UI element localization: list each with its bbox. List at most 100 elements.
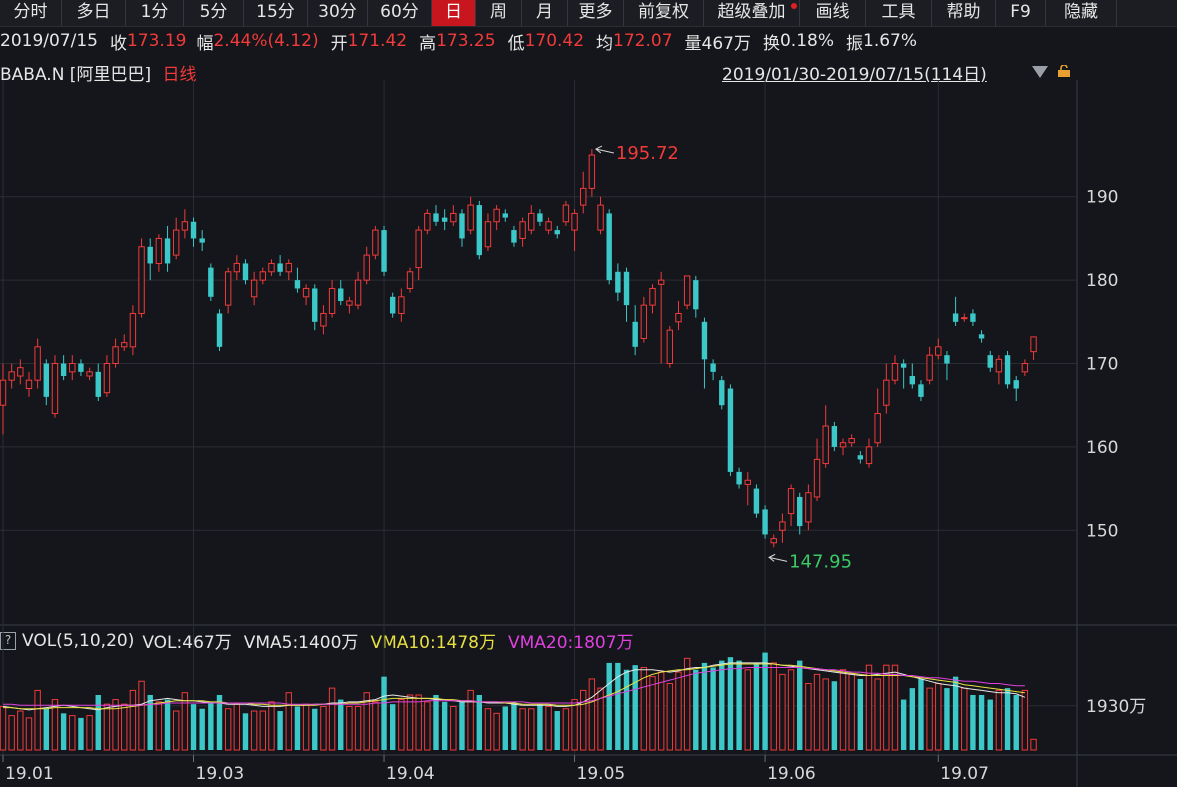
volume-bar bbox=[511, 701, 517, 750]
candle-body bbox=[926, 354, 933, 381]
low-label: 低 bbox=[507, 33, 525, 54]
candle-body bbox=[78, 363, 84, 372]
candle-body bbox=[900, 363, 907, 368]
amplitude-label: 振 bbox=[846, 33, 863, 54]
volume-indicator-header: ? VOL(5,10,20) VOL:467万 VMA5:1400万 VMA10… bbox=[0, 628, 634, 653]
volume-bar bbox=[952, 676, 959, 750]
tab-5[interactable]: 30分 bbox=[308, 0, 368, 26]
vma5-value: VMA5:1400万 bbox=[243, 633, 359, 653]
candle-body bbox=[632, 321, 638, 347]
tab-11[interactable]: 前复权 bbox=[624, 0, 704, 26]
date-tick-label: 19.05 bbox=[577, 764, 626, 784]
volume-bar bbox=[8, 715, 15, 751]
extreme-price-label: 195.72 bbox=[616, 143, 679, 164]
candle-body bbox=[250, 279, 258, 298]
candle-body bbox=[390, 296, 396, 314]
volume-bar bbox=[831, 681, 838, 750]
tab-17[interactable]: 隐藏 bbox=[1046, 0, 1117, 26]
tab-0[interactable]: 分时 bbox=[0, 0, 62, 26]
tab-6[interactable]: 60分 bbox=[368, 0, 432, 26]
quote-date: 2019/07/15 bbox=[0, 31, 98, 51]
volume-bar bbox=[883, 664, 890, 751]
candle-body bbox=[762, 509, 768, 535]
candle-body bbox=[865, 446, 873, 465]
date-range-selector[interactable]: 2019/01/30-2019/07/15(114日) bbox=[722, 65, 987, 85]
candle-body bbox=[502, 213, 508, 218]
candle-body bbox=[8, 371, 15, 381]
candle-body bbox=[138, 246, 145, 314]
tab-10[interactable]: 更多 bbox=[568, 0, 624, 26]
candle-body bbox=[571, 212, 578, 231]
candle-body bbox=[190, 221, 197, 239]
range-dropdown-icon[interactable] bbox=[1032, 66, 1048, 78]
volume-bar bbox=[0, 705, 7, 751]
volume-bar bbox=[701, 662, 708, 750]
volume-bar bbox=[874, 678, 881, 751]
candle-body bbox=[935, 346, 942, 356]
date-tick-label: 19.03 bbox=[196, 764, 245, 784]
candle-body bbox=[147, 246, 153, 264]
tab-13[interactable]: 画线 bbox=[800, 0, 866, 26]
tab-7[interactable]: 日 bbox=[432, 0, 476, 26]
candle-body bbox=[995, 358, 1003, 373]
candle-body bbox=[970, 313, 976, 322]
volume-bar bbox=[623, 669, 630, 750]
volume-bar bbox=[103, 703, 111, 751]
volume-bar bbox=[571, 699, 578, 751]
candle-body bbox=[831, 426, 838, 447]
candle-body bbox=[1004, 355, 1011, 385]
volume-bar bbox=[155, 701, 163, 751]
candle-body bbox=[285, 262, 292, 273]
tab-14[interactable]: 工具 bbox=[866, 0, 932, 26]
volume-bar bbox=[467, 689, 474, 751]
volume-bar bbox=[797, 660, 803, 750]
candle-body bbox=[493, 208, 500, 223]
volume-bar bbox=[363, 692, 370, 751]
tab-2[interactable]: 1分 bbox=[126, 0, 184, 26]
tab-16[interactable]: F9 bbox=[996, 0, 1046, 26]
candle-body bbox=[891, 363, 899, 381]
close-value: 173.19 bbox=[126, 31, 187, 51]
candle-body bbox=[34, 346, 41, 381]
price-tick-label: 150 bbox=[1086, 521, 1118, 541]
tab-12[interactable]: 超级叠加 bbox=[704, 0, 800, 26]
open-value: 171.42 bbox=[347, 31, 408, 51]
volume-bar bbox=[381, 676, 387, 750]
amplitude-value: 1.67% bbox=[863, 31, 918, 51]
tab-3[interactable]: 5分 bbox=[184, 0, 244, 26]
volume-bar bbox=[970, 694, 976, 750]
candle-body bbox=[952, 313, 959, 322]
tab-9[interactable]: 月 bbox=[522, 0, 568, 26]
volume-bar bbox=[190, 704, 197, 750]
volume-bar bbox=[208, 701, 214, 750]
volume-bar bbox=[51, 699, 59, 751]
candle-body bbox=[69, 363, 76, 373]
volume-indicator-name[interactable]: VOL(5,10,20) bbox=[22, 630, 135, 651]
volume-bar bbox=[640, 666, 648, 751]
turnover-label: 换 bbox=[762, 33, 780, 54]
candle-body bbox=[381, 230, 387, 272]
candle-body bbox=[0, 379, 7, 406]
volume-bar bbox=[736, 660, 742, 750]
volume-bar bbox=[250, 710, 258, 751]
candle-body bbox=[484, 221, 492, 248]
tab-8[interactable]: 周 bbox=[476, 0, 522, 26]
candle-body bbox=[112, 346, 119, 365]
volume-bar bbox=[121, 703, 128, 751]
date-tick-label: 19.04 bbox=[386, 764, 435, 784]
candle-body bbox=[528, 212, 535, 231]
volume-bar bbox=[918, 678, 924, 750]
tab-4[interactable]: 15分 bbox=[244, 0, 308, 26]
lock-icon[interactable] bbox=[1057, 65, 1071, 77]
volume-bar bbox=[683, 657, 691, 751]
candle-body bbox=[874, 413, 881, 444]
open-label: 开 bbox=[330, 33, 348, 54]
volume-bar bbox=[719, 660, 725, 750]
tab-15[interactable]: 帮助 bbox=[932, 0, 996, 26]
candle-body bbox=[597, 204, 604, 231]
tab-1[interactable]: 多日 bbox=[62, 0, 126, 26]
date-tick-label: 19.06 bbox=[767, 764, 816, 784]
indicator-toggle-icon[interactable]: ? bbox=[0, 631, 16, 650]
candle-body bbox=[805, 492, 812, 523]
